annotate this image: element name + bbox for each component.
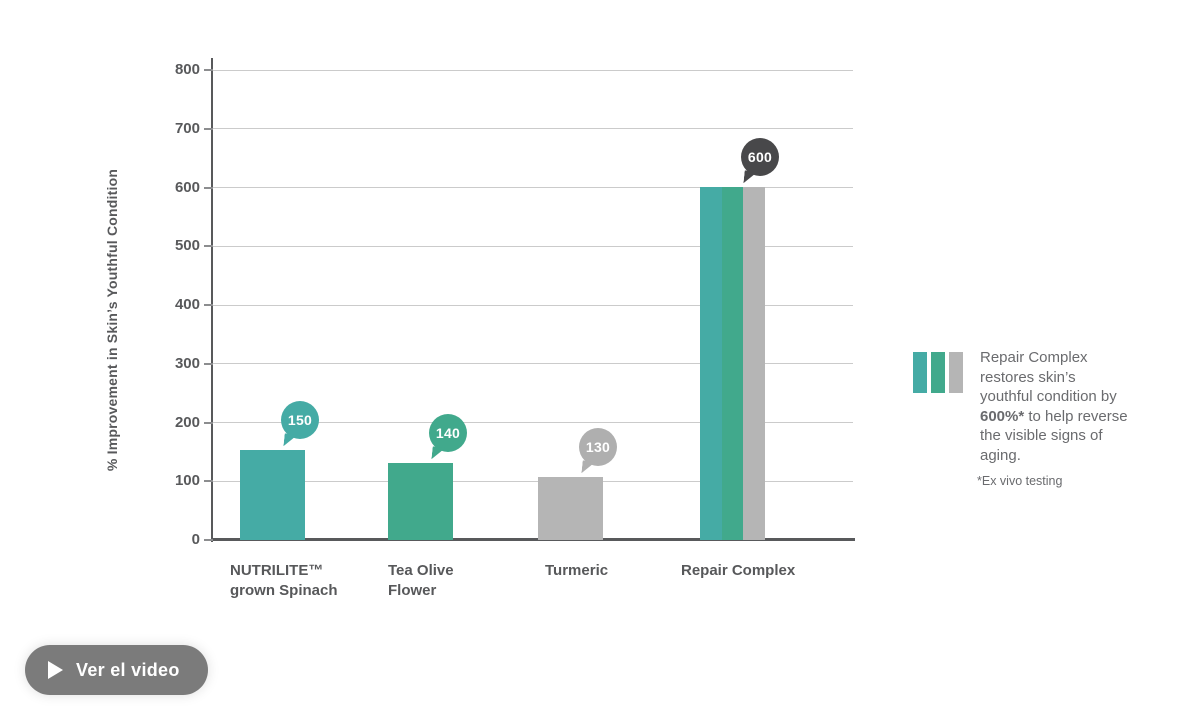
legend-text-bold: 600%* — [980, 407, 1025, 425]
legend: Repair Complex restores skin’s youthful … — [977, 348, 1128, 489]
y-tick-label: 800 — [174, 61, 200, 78]
bar-segment — [700, 187, 722, 540]
bar-2 — [388, 463, 453, 540]
legend-paragraph: Repair Complex restores skin’s youthful … — [980, 348, 1128, 465]
play-icon — [48, 661, 63, 679]
legend-footnote: *Ex vivo testing — [977, 474, 1063, 488]
bar-3 — [538, 477, 603, 540]
x-category-label: NUTRILITE™ grown Spinach — [230, 561, 338, 601]
value-callout: 150 — [281, 401, 319, 439]
video-button[interactable]: Ver el video — [25, 645, 208, 695]
y-axis-title: % Improvement in Skin’s Youthful Conditi… — [104, 168, 120, 472]
x-category-line: Repair Complex — [681, 562, 796, 579]
y-tick-mark — [204, 539, 213, 541]
x-category-label: Tea Olive Flower — [388, 561, 454, 601]
x-axis-line — [211, 538, 855, 541]
y-tick-label: 500 — [174, 237, 200, 255]
bar-4 — [700, 187, 766, 540]
y-tick-label: 100 — [174, 472, 200, 490]
y-tick-mark — [204, 127, 213, 130]
y-tick-mark — [204, 304, 213, 306]
bar-chart: % Improvement in Skin’s Youthful Conditi… — [104, 58, 855, 599]
gridline-600 — [213, 187, 853, 188]
y-tick-label: 200 — [174, 413, 200, 431]
y-tick-label: 0 — [191, 531, 200, 548]
legend-swatch — [913, 352, 927, 393]
gridline-700 — [213, 128, 853, 130]
bar-segment — [743, 187, 766, 540]
legend-swatch — [931, 352, 945, 393]
value-callout: 140 — [429, 414, 467, 452]
y-tick-label: 600 — [174, 178, 200, 196]
y-tick-mark — [204, 245, 213, 248]
legend-text-after: to help reverse the visible signs of agi… — [980, 407, 1128, 464]
x-category-line: NUTRILITE™ — [230, 562, 324, 579]
gridline-400 — [213, 304, 853, 306]
legend-swatch — [949, 352, 963, 393]
value-callout: 600 — [741, 138, 779, 176]
x-category-line: Flower — [388, 582, 437, 599]
x-category-line: grown Spinach — [230, 582, 338, 599]
legend-text-before: Repair Complex restores skin’s youthful … — [980, 349, 1117, 405]
y-tick-label: 400 — [174, 296, 200, 313]
gridline-500 — [213, 245, 853, 247]
y-tick-mark — [204, 69, 213, 71]
legend-swatches — [913, 352, 963, 393]
y-tick-mark — [204, 186, 213, 189]
y-axis-line — [211, 58, 213, 542]
x-category-line: Turmeric — [545, 562, 609, 579]
y-tick-mark — [204, 421, 213, 424]
gridline-100 — [213, 480, 853, 482]
y-tick-mark — [204, 362, 213, 365]
x-category-label: Turmeric — [545, 561, 608, 581]
bar-1 — [240, 450, 305, 540]
y-tick-label: 700 — [174, 119, 200, 137]
gridline-800 — [213, 69, 853, 71]
x-category-label: Repair Complex — [681, 561, 795, 581]
gridline-200 — [213, 422, 853, 423]
x-category-line: Tea Olive — [388, 562, 454, 579]
value-callout: 130 — [579, 428, 617, 466]
video-button-label: Ver el video — [76, 659, 180, 680]
y-tick-mark — [204, 480, 213, 483]
bar-segment — [721, 187, 744, 540]
y-tick-label: 300 — [174, 354, 200, 372]
gridline-300 — [213, 363, 853, 365]
